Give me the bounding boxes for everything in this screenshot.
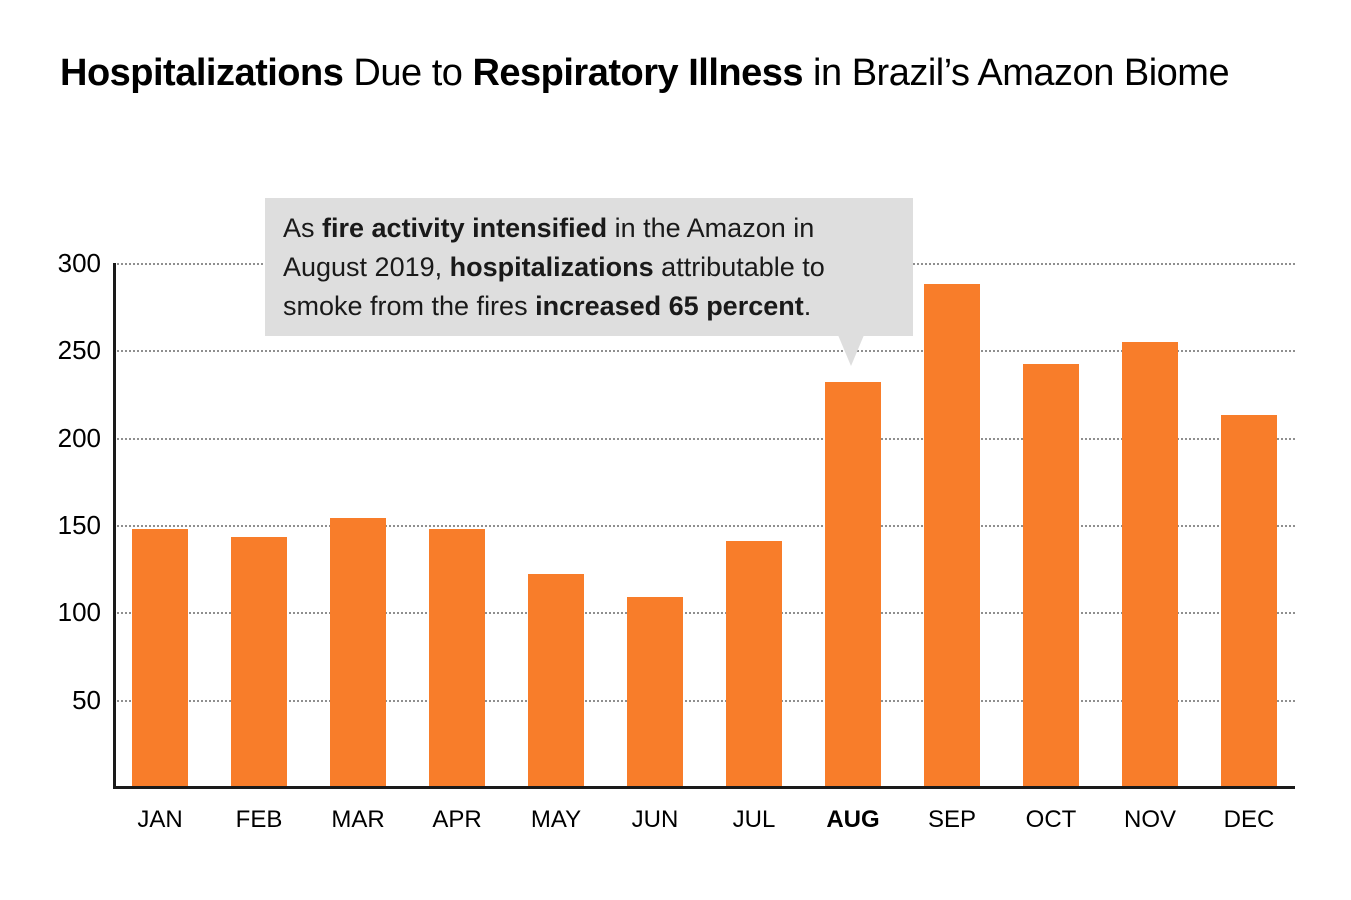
annotation-text: . (803, 291, 812, 321)
annotation-callout: As fire activity intensified in the Amaz… (265, 198, 913, 366)
bar-feb (231, 537, 287, 787)
gridline-50 (113, 699, 1295, 702)
title-bold-respiratory-illness: Respiratory Illness (472, 52, 803, 94)
y-tick-label-50: 50 (72, 684, 101, 715)
x-axis-line (113, 786, 1295, 789)
annotation-text: As (283, 213, 323, 243)
annotation-bold-increase: increased 65 percent (535, 291, 804, 321)
x-tick-label-sep: SEP (927, 806, 977, 833)
gridline-250 (113, 350, 1295, 353)
callout-tail-pointer (838, 335, 864, 366)
plot-area (113, 263, 1295, 787)
bar-aug (825, 381, 881, 787)
bar-dec (1221, 414, 1277, 787)
bar-sep (924, 283, 980, 787)
title-bold-hospitalizations: Hospitalizations (60, 52, 344, 94)
bar-jun (627, 596, 683, 787)
gridline-150 (113, 525, 1295, 527)
bar-apr (429, 528, 485, 787)
y-tick-label-250: 250 (57, 335, 101, 366)
title-text-region: in Brazil’s Amazon Biome (803, 52, 1230, 94)
x-tick-label-jun: JUN (631, 806, 679, 833)
y-tick-label-200: 200 (57, 422, 101, 453)
annotation-bold-fire-activity: fire activity intensified (322, 213, 608, 243)
gridline-100 (113, 612, 1295, 615)
bar-may (528, 573, 584, 787)
x-tick-label-oct: OCT (1025, 806, 1077, 833)
gridline-200 (113, 437, 1295, 440)
title-text: Due to (343, 52, 473, 94)
x-tick-label-apr: APR (432, 806, 482, 833)
y-tick-label-100: 100 (57, 597, 101, 628)
annotation-text: in the Amazon in August 2019, (283, 213, 815, 282)
x-tick-label-mar: MAR (331, 806, 385, 833)
bar-mar (330, 518, 386, 787)
bar-jan (132, 528, 188, 787)
x-tick-label-may: MAY (530, 806, 582, 833)
bar-nov (1122, 341, 1178, 787)
x-tick-label-jul: JUL (732, 806, 776, 833)
x-tick-label-aug: AUG (826, 806, 880, 833)
x-tick-label-nov: NOV (1123, 806, 1176, 833)
x-tick-label-feb: FEB (235, 806, 283, 833)
annotation-text: attributable to smoke from the fires (283, 252, 825, 321)
x-tick-label-dec: DEC (1223, 806, 1275, 833)
bar-oct (1023, 364, 1079, 787)
bar-jul (726, 540, 782, 787)
y-tick-label-300: 300 (57, 248, 101, 278)
x-tick-label-jan: JAN (137, 806, 183, 833)
chart-title: Hospitalizations Due to Respiratory Illn… (60, 52, 1320, 95)
annotation-bold-hospitalizations: hospitalizations (449, 252, 654, 282)
y-axis-line (113, 263, 116, 789)
y-tick-label-150: 150 (57, 510, 101, 540)
